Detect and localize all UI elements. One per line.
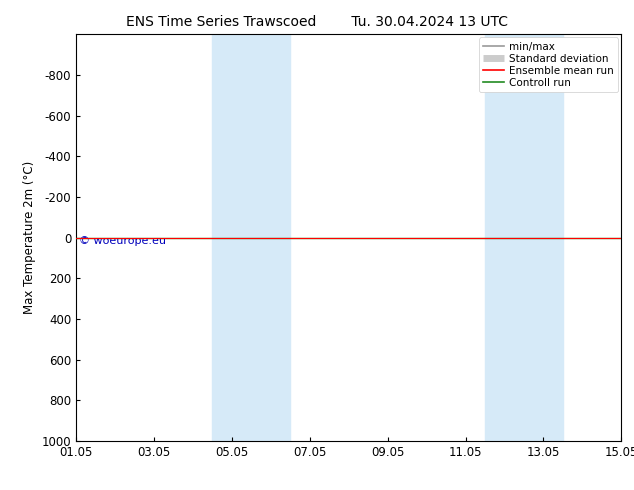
Y-axis label: Max Temperature 2m (°C): Max Temperature 2m (°C) [23, 161, 36, 314]
Text: ENS Time Series Trawscoed        Tu. 30.04.2024 13 UTC: ENS Time Series Trawscoed Tu. 30.04.2024… [126, 15, 508, 29]
Legend: min/max, Standard deviation, Ensemble mean run, Controll run: min/max, Standard deviation, Ensemble me… [479, 37, 618, 92]
Bar [485, 34, 563, 441]
Bar [212, 34, 290, 441]
Text: © woeurope.eu: © woeurope.eu [79, 236, 166, 245]
